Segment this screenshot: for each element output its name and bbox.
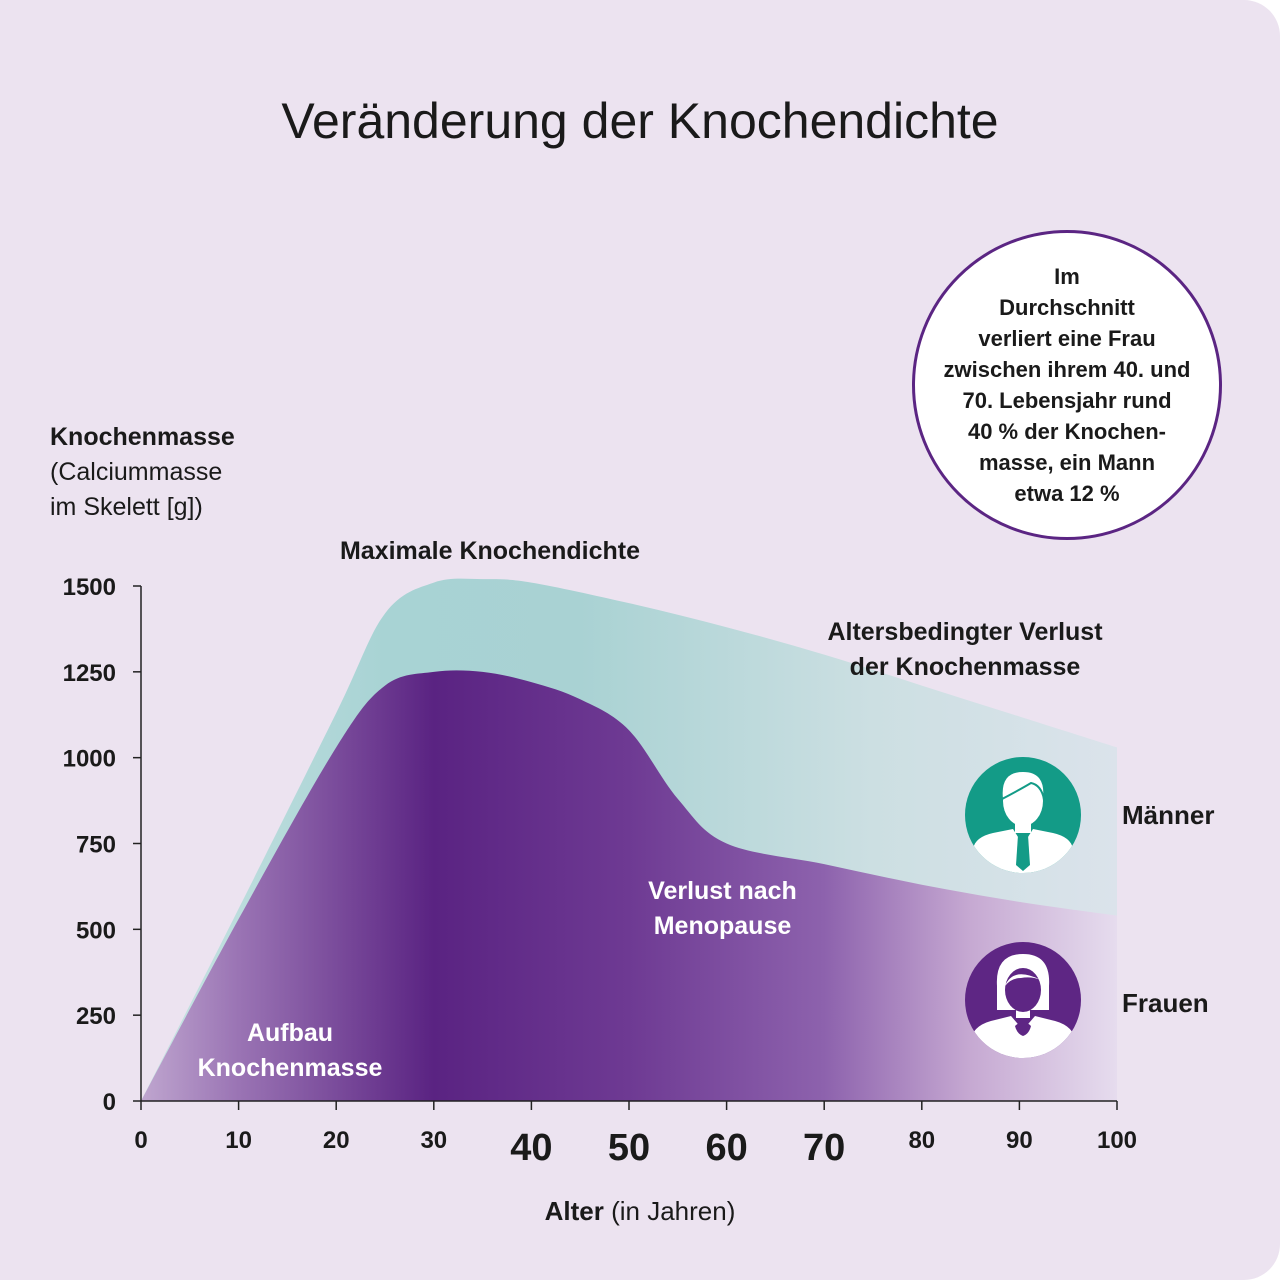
y-axis-label-sub-2: im Skelett [g]) <box>50 493 203 521</box>
legend-label-men: Männer <box>1122 800 1215 830</box>
annotation-menopause: Verlust nach Menopause <box>648 877 797 940</box>
y-tick-label: 1500 <box>63 574 116 601</box>
x-tick-label: 10 <box>225 1127 252 1154</box>
chart-title: Veränderung der Knochendichte <box>281 93 999 149</box>
x-axis-label-sub: (in Jahren) <box>611 1196 736 1226</box>
y-tick-label: 500 <box>76 917 116 944</box>
area-women <box>141 670 1117 1101</box>
x-tick-label: 90 <box>1006 1127 1033 1154</box>
x-tick-label: 100 <box>1097 1127 1137 1154</box>
y-tick-label: 1000 <box>63 746 116 773</box>
y-tick-label: 0 <box>103 1089 116 1116</box>
callout-text: Im Durchschnitt verliert eine Frau zwisc… <box>943 264 1191 506</box>
callout-circle: Im Durchschnitt verliert eine Frau zwisc… <box>912 230 1222 540</box>
y-tick-label: 250 <box>76 1003 116 1030</box>
y-axis-label-sub-1: (Calciummasse <box>50 458 223 486</box>
x-axis-label-main: Alter <box>544 1196 604 1226</box>
x-tick-label: 60 <box>705 1127 747 1169</box>
annotation-age-loss: Altersbedingter Verlust der Knochenmasse <box>827 618 1103 681</box>
x-tick-label: 0 <box>134 1127 147 1154</box>
annotation-peak: Maximale Knochendichte <box>339 537 641 565</box>
y-axis-label: Knochenmasse (Calciummasse im Skelett [g… <box>50 420 235 525</box>
x-tick-label: 70 <box>803 1127 845 1169</box>
x-tick-label: 30 <box>420 1127 447 1154</box>
y-tick-label: 1250 <box>63 660 116 687</box>
y-tick-label: 750 <box>76 832 116 859</box>
x-tick-label: 80 <box>908 1127 935 1154</box>
y-axis-label-main: Knochenmasse <box>50 423 235 451</box>
x-axis-label: Alter (in Jahren) <box>0 1196 1280 1227</box>
x-tick-label: 50 <box>608 1127 650 1169</box>
annotation-buildup: Aufbau Knochenmasse <box>197 1019 383 1082</box>
legend-label-women: Frauen <box>1122 988 1209 1018</box>
x-tick-label: 40 <box>510 1127 552 1169</box>
x-tick-label: 20 <box>323 1127 350 1154</box>
